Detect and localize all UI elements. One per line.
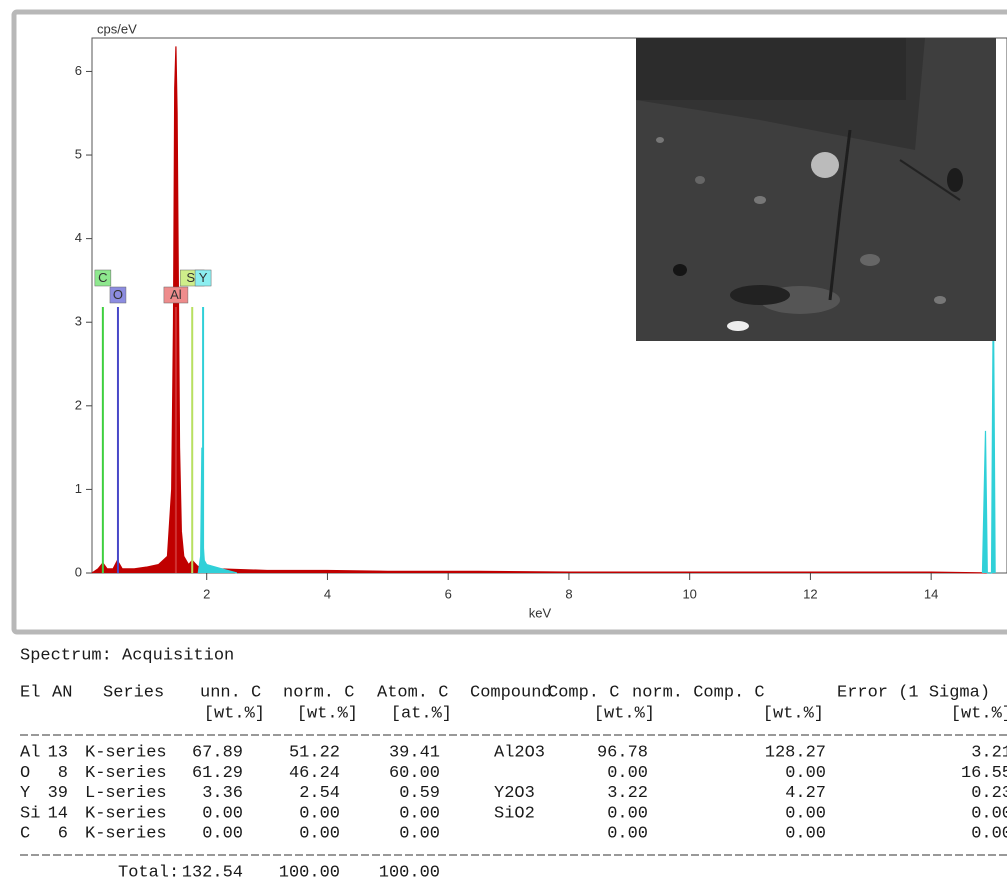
screenshot: 01234562468101214COAlSiY cps/eV keV Spec… (0, 0, 1007, 882)
table-cell: 0.00 (299, 804, 340, 823)
table-cell: 0.00 (785, 825, 826, 844)
table-cell: 0.00 (399, 804, 440, 823)
x-tick-label: 12 (803, 586, 817, 601)
table-cell: 3.36 (202, 784, 243, 803)
table-cell: 0.59 (399, 784, 440, 803)
x-tick-label: 6 (445, 586, 452, 601)
column-header: Error (1 Sigma) (837, 683, 990, 702)
table-cell: 0.00 (607, 825, 648, 844)
table-cell: 0.00 (971, 804, 1007, 823)
table-cell: Y2O3 (494, 784, 535, 803)
table-cell: K-series (85, 764, 167, 783)
table-cell: 39.41 (389, 743, 440, 762)
table-cell: 96.78 (597, 743, 648, 762)
x-tick-label: 8 (565, 586, 572, 601)
table-cell: K-series (85, 825, 167, 844)
column-unit: [at.%] (391, 704, 452, 723)
table-cell: 0.00 (607, 764, 648, 783)
y-tick-label: 3 (75, 314, 82, 329)
column-header: Series (103, 683, 164, 702)
table-cell: 13 (48, 743, 68, 762)
column-header: norm. Comp. C (632, 683, 765, 702)
result-table: Spectrum: Acquisition El AN Series unn. C no… (20, 646, 1007, 882)
table-cell: 0.00 (607, 804, 648, 823)
column-unit: [wt.%] (204, 704, 265, 723)
element-label: C (98, 270, 107, 285)
table-cell: 8 (58, 764, 68, 783)
table-cell: 0.00 (971, 825, 1007, 844)
element-label: Y (199, 270, 208, 285)
x-tick-label: 14 (924, 586, 938, 601)
x-tick-label: 4 (324, 586, 331, 601)
element-label: O (113, 287, 123, 302)
column-unit: [wt.%] (951, 704, 1007, 723)
column-header: Atom. C (377, 683, 448, 702)
table-cell: 0.23 (971, 784, 1007, 803)
column-header: El (20, 683, 40, 702)
table-cell: 16.55 (961, 764, 1007, 783)
total-value: 132.54 (182, 863, 243, 882)
table-cell: SiO2 (494, 804, 535, 823)
table-cell: 46.24 (289, 764, 340, 783)
table-cell: 0.00 (785, 764, 826, 783)
table-cell: 0.00 (202, 825, 243, 844)
table-cell: 4.27 (785, 784, 826, 803)
element-label: Al (170, 287, 182, 302)
x-axis-label: keV (529, 605, 552, 620)
total-label: Total: (118, 863, 179, 882)
column-header: AN (52, 683, 72, 702)
column-unit: [wt.%] (594, 704, 655, 723)
sem-image (636, 38, 996, 341)
table-cell: Al2O3 (494, 743, 545, 762)
table-cell: 61.29 (192, 764, 243, 783)
y-tick-label: 0 (75, 564, 82, 579)
table-cell: 67.89 (192, 743, 243, 762)
table-cell: C (20, 825, 30, 844)
table-cell: 3.21 (971, 743, 1007, 762)
table-cell: Al (20, 743, 40, 762)
y-axis-label: cps/eV (97, 21, 137, 36)
x-tick-label: 2 (203, 586, 210, 601)
table-cell: 0.00 (202, 804, 243, 823)
table-cell: 3.22 (607, 784, 648, 803)
table-cell: 0.00 (399, 825, 440, 844)
table-cell: 128.27 (765, 743, 826, 762)
table-cell: Y (20, 784, 30, 803)
table-cell: K-series (85, 804, 167, 823)
y-tick-label: 1 (75, 481, 82, 496)
y-tick-label: 2 (75, 397, 82, 412)
total-value: 100.00 (279, 863, 340, 882)
table-cell: Si (20, 804, 40, 823)
y-tick-label: 4 (75, 230, 82, 245)
table-cell: O (20, 764, 30, 783)
page: {"chart_data": {"type": "area", "y_label… (0, 0, 1007, 882)
table-cell: K-series (85, 743, 167, 762)
x-tick-label: 10 (682, 586, 696, 601)
column-header: Comp. C (548, 683, 619, 702)
table-cell: 6 (58, 825, 68, 844)
table-cell: 51.22 (289, 743, 340, 762)
column-header: unn. C (200, 683, 261, 702)
total-value: 100.00 (379, 863, 440, 882)
y-tick-label: 5 (75, 146, 82, 161)
y-tick-label: 6 (75, 63, 82, 78)
table-cell: 0.00 (785, 804, 826, 823)
table-cell: 60.00 (389, 764, 440, 783)
table-cell: L-series (85, 784, 167, 803)
table-caption: Spectrum: Acquisition (20, 646, 234, 665)
table-cell: 0.00 (299, 825, 340, 844)
table-cell: 2.54 (299, 784, 340, 803)
column-header: norm. C (283, 683, 354, 702)
column-unit: [wt.%] (763, 704, 824, 723)
table-cell: 39 (48, 784, 68, 803)
column-header: Compound (470, 683, 552, 702)
column-unit: [wt.%] (297, 704, 358, 723)
table-cell: 14 (48, 804, 68, 823)
